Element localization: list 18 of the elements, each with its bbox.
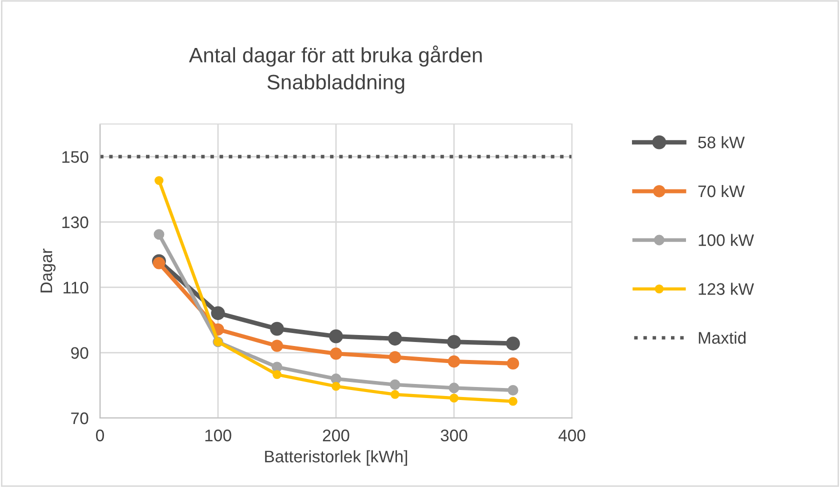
x-tick-label: 300 bbox=[440, 430, 468, 442]
y-tick-label: 110 bbox=[64, 282, 88, 294]
legend-label: 123 kW bbox=[698, 282, 754, 295]
x-axis-title: Batteristorlek [kWh] bbox=[265, 450, 408, 466]
legend-label: 70 kW bbox=[698, 184, 745, 198]
legend-label: 58 kW bbox=[698, 136, 745, 148]
legend-label: Maxtid bbox=[698, 332, 746, 344]
y-axis-title: Dagar bbox=[40, 248, 56, 292]
legend-label: 100 kW bbox=[698, 234, 754, 246]
x-tick-label: 200 bbox=[322, 430, 350, 442]
y-tick-label: 130 bbox=[62, 216, 88, 228]
x-tick-label: 0 bbox=[96, 430, 104, 442]
y-tick-label: 150 bbox=[62, 151, 88, 163]
x-tick-label: 100 bbox=[205, 430, 232, 442]
x-tick-label: 400 bbox=[558, 430, 586, 442]
chart-title: Antal dagar för att bruka gården Snabbladdning bbox=[188, 46, 482, 94]
y-tick-label: 90 bbox=[71, 347, 88, 359]
y-tick-label: 70 bbox=[71, 412, 88, 424]
